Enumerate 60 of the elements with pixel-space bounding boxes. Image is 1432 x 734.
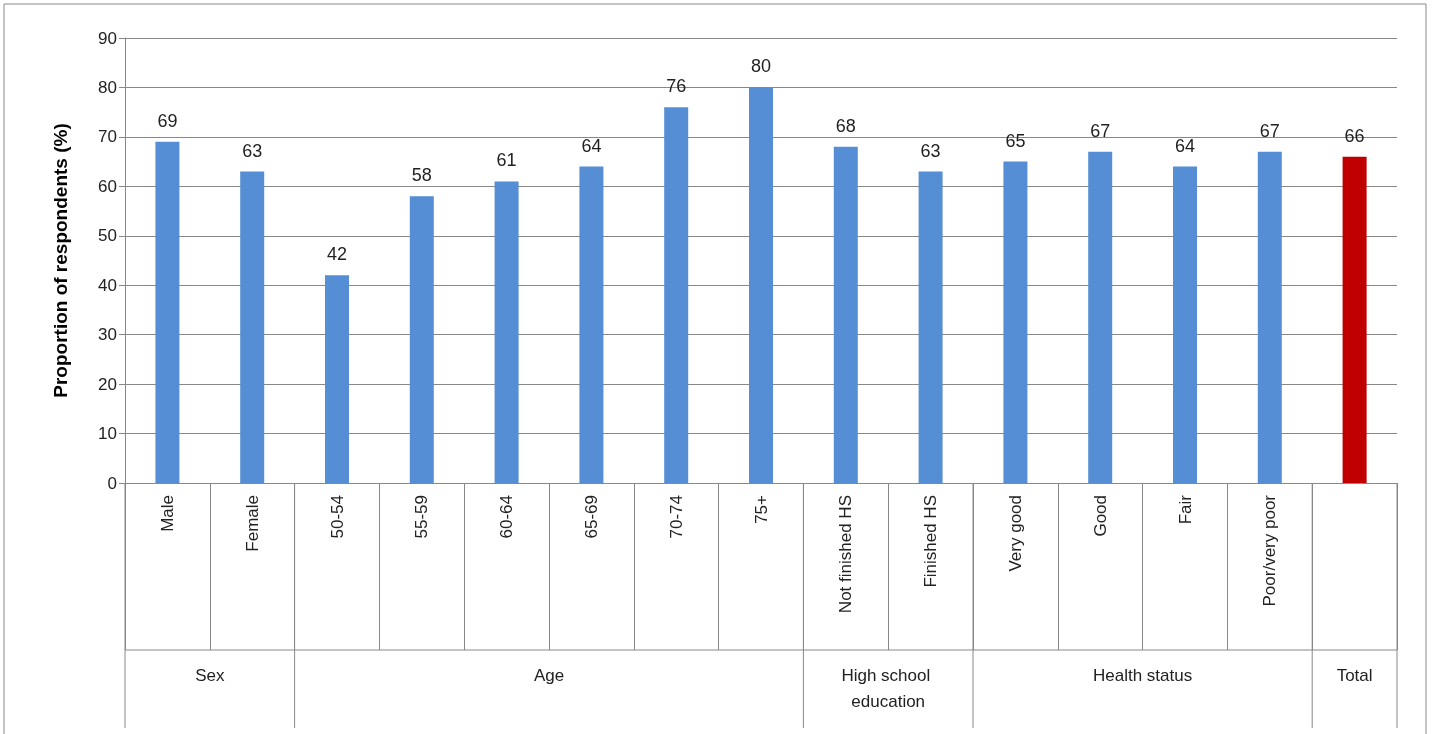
x-tick-label: 65-69 <box>581 495 601 539</box>
y-tick-label: 70 <box>98 127 117 147</box>
y-tick-label: 40 <box>98 275 117 295</box>
bar <box>494 181 519 483</box>
bar <box>240 171 265 483</box>
data-label: 80 <box>750 56 772 77</box>
text: Total <box>1336 665 1373 685</box>
x-tick-label: 70-74 <box>666 495 686 539</box>
bar <box>664 107 689 483</box>
data-label: 64 <box>1174 135 1196 156</box>
x-tick-label: Not finished HS <box>836 495 856 614</box>
x-tick-label: 75+ <box>751 494 771 524</box>
data-label: 64 <box>581 135 602 156</box>
data-label: 67 <box>1090 120 1111 141</box>
x-tick-label: Female <box>242 495 262 552</box>
text: Health status <box>1092 665 1193 685</box>
x-tick-label: Male <box>157 495 177 532</box>
x-tick-label: Very good <box>1005 495 1025 572</box>
data-label: 68 <box>835 115 856 136</box>
bar <box>1173 166 1197 483</box>
y-tick-label: 30 <box>98 325 117 345</box>
x-tick-label: 60-64 <box>497 495 517 539</box>
text: Age <box>533 665 565 685</box>
x-tick-label: 55-59 <box>412 495 432 539</box>
bar <box>1003 161 1028 483</box>
bar <box>1257 151 1282 483</box>
bar <box>749 87 773 483</box>
text: High school education <box>841 665 935 711</box>
text: Sex <box>195 665 225 685</box>
data-label: 67 <box>1259 120 1280 141</box>
bar <box>918 171 943 483</box>
y-tick-label: 80 <box>98 77 117 97</box>
data-label: 63 <box>920 140 941 161</box>
data-label: 61 <box>496 150 517 171</box>
x-tick-label: Good <box>1090 495 1110 537</box>
y-tick-label: 60 <box>98 176 117 196</box>
bar <box>1342 156 1367 483</box>
y-tick-label: 50 <box>98 226 117 246</box>
x-tick-label: Finished HS <box>921 495 941 588</box>
bar <box>579 166 604 483</box>
y-tick-label: 0 <box>107 473 117 493</box>
data-label: 69 <box>157 110 178 131</box>
y-axis-title: Proportion of respondents (%) <box>50 123 71 398</box>
y-tick-label: 90 <box>98 28 117 48</box>
data-label: 65 <box>1005 130 1026 151</box>
data-label: 58 <box>411 165 432 186</box>
bar <box>409 196 434 483</box>
x-tick-label: Fair <box>1175 494 1195 525</box>
data-label: 76 <box>666 76 687 97</box>
x-tick-label: 50-54 <box>327 495 347 539</box>
data-label: 66 <box>1344 125 1365 146</box>
data-label: 42 <box>326 244 348 265</box>
bar <box>833 146 858 483</box>
y-tick-label: 10 <box>98 424 117 444</box>
x-tick-label: Poor/very poor <box>1260 494 1280 607</box>
y-tick-label: 20 <box>98 374 117 394</box>
bar <box>155 141 180 483</box>
bar <box>325 275 349 483</box>
bar <box>1088 151 1113 483</box>
data-label: 63 <box>242 140 263 161</box>
